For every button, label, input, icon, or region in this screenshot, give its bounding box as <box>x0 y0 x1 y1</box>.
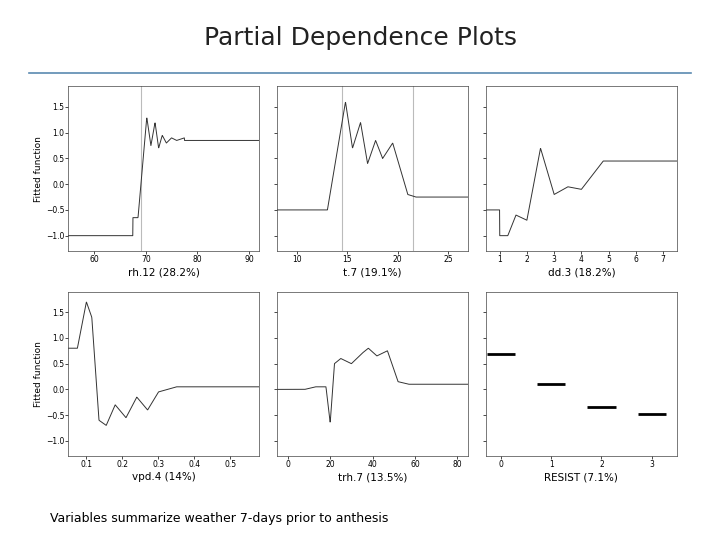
X-axis label: RESIST (7.1%): RESIST (7.1%) <box>544 472 618 482</box>
X-axis label: trh.7 (13.5%): trh.7 (13.5%) <box>338 472 408 482</box>
Text: Variables summarize weather 7-days prior to anthesis: Variables summarize weather 7-days prior… <box>50 512 389 525</box>
X-axis label: rh.12 (28.2%): rh.12 (28.2%) <box>128 267 199 277</box>
X-axis label: t.7 (19.1%): t.7 (19.1%) <box>343 267 402 277</box>
Y-axis label: Fitted function: Fitted function <box>34 136 43 201</box>
X-axis label: dd.3 (18.2%): dd.3 (18.2%) <box>548 267 615 277</box>
Y-axis label: Fitted function: Fitted function <box>34 341 43 407</box>
X-axis label: vpd.4 (14%): vpd.4 (14%) <box>132 472 196 482</box>
Text: Partial Dependence Plots: Partial Dependence Plots <box>204 26 516 50</box>
